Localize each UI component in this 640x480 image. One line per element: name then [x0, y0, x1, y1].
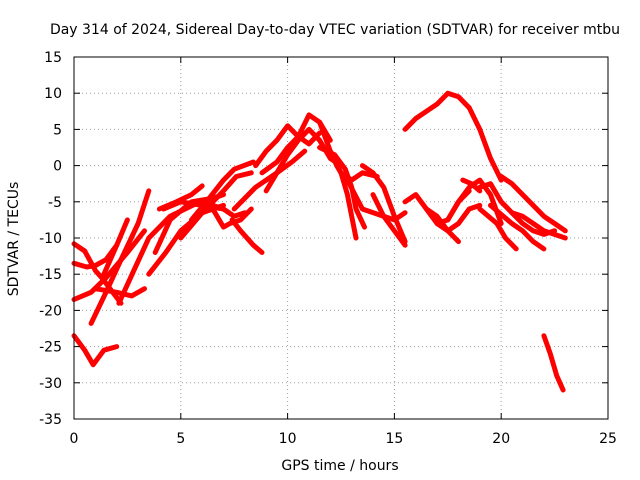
y-tick-label: 15 — [44, 50, 62, 66]
x-tick-label: 10 — [279, 431, 297, 447]
series-arc-3 — [71, 242, 120, 270]
y-tick-label: 0 — [53, 159, 62, 175]
series-arc-1 — [71, 333, 120, 368]
x-tick-label: 0 — [70, 431, 79, 447]
series-arc-21 — [263, 126, 344, 194]
y-tick-label: -35 — [39, 412, 62, 428]
series-arc-35 — [460, 177, 483, 194]
series-arc-17 — [229, 217, 265, 255]
series-arc-39 — [498, 174, 568, 234]
y-tick-label: -25 — [39, 340, 62, 356]
data-series — [71, 90, 568, 393]
series-arc-19 — [253, 123, 323, 169]
series-arc-13 — [178, 170, 254, 241]
y-tick-label: 5 — [53, 122, 62, 138]
y-tick-label: -10 — [39, 231, 62, 247]
y-tick-label: -5 — [48, 195, 62, 211]
x-tick-label: 15 — [385, 431, 403, 447]
x-tick-label: 20 — [492, 431, 510, 447]
series-arc-33 — [434, 202, 483, 234]
series-arc-15 — [199, 202, 248, 219]
series-arc-18 — [231, 148, 308, 212]
series-arc-30 — [466, 105, 504, 183]
x-tick-label: 5 — [176, 431, 185, 447]
series-arc-4 — [71, 228, 147, 302]
y-tick-label: 10 — [44, 86, 62, 102]
series-arc-38 — [477, 206, 519, 252]
series-arc-25 — [338, 170, 380, 183]
series-arc-24 — [327, 148, 359, 241]
y-tick-label: -15 — [39, 267, 62, 283]
x-axis-label: GPS time / hours — [281, 458, 398, 474]
series-arc-16 — [210, 206, 254, 230]
series-arc-29 — [402, 90, 472, 132]
y-tick-label: -20 — [39, 303, 62, 319]
series-arc-40 — [509, 210, 558, 237]
series-arc-41 — [541, 333, 566, 393]
y-axis-label: SDTVAR / TECUs — [6, 182, 22, 297]
series-arc-7 — [101, 217, 130, 277]
series-arc-37 — [488, 202, 547, 252]
y-tick-label: -30 — [39, 376, 62, 392]
series-arc-14 — [189, 159, 256, 223]
x-tick-label: 25 — [599, 431, 617, 447]
series-arc-5 — [88, 188, 152, 326]
series-arc-27 — [359, 163, 408, 245]
series-arc-28 — [370, 192, 408, 248]
series-arc-23 — [317, 145, 367, 230]
axis-ticks: 0 5 10 15 20 25 15 10 5 0 -5 -10 -15 -20 -25 -30 -35 — [39, 50, 617, 447]
series-arc-8 — [116, 199, 203, 306]
chart-title: Day 314 of 2024, Sidereal Day-to-day VTE… — [50, 22, 620, 38]
